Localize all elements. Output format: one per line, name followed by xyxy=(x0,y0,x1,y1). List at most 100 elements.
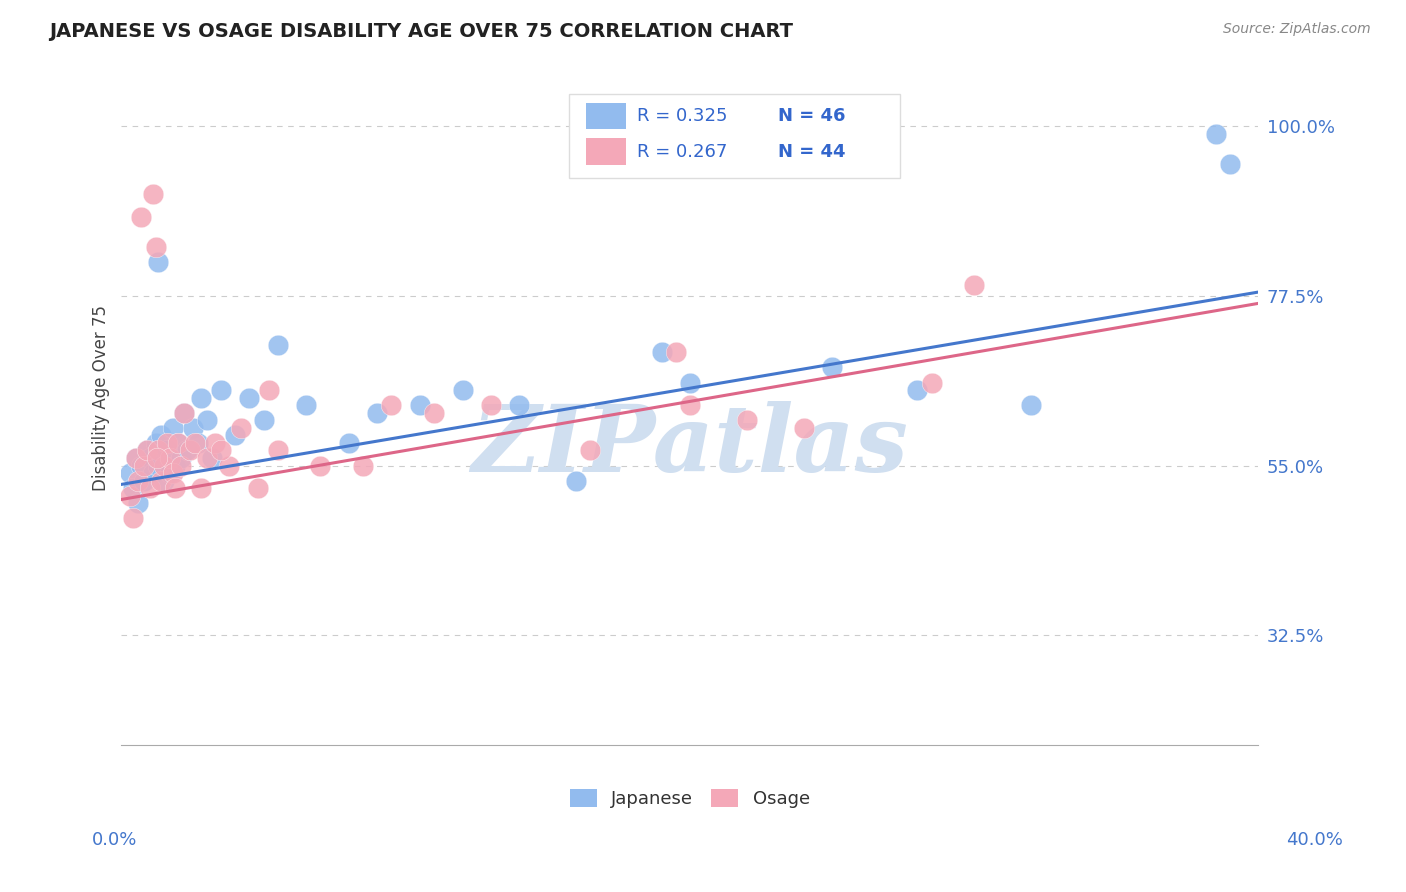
Point xyxy=(1205,127,1227,141)
Point xyxy=(170,458,193,473)
Point xyxy=(121,481,143,495)
Point xyxy=(142,186,165,201)
Point xyxy=(184,436,207,450)
Point xyxy=(259,383,281,397)
Point xyxy=(173,406,195,420)
Text: R = 0.325: R = 0.325 xyxy=(637,107,727,125)
Point xyxy=(148,443,170,458)
Point xyxy=(190,481,212,495)
Point xyxy=(229,421,252,435)
Point xyxy=(1219,157,1241,171)
Point xyxy=(1019,398,1042,412)
Point xyxy=(136,443,159,458)
Point xyxy=(246,481,269,495)
Point xyxy=(252,413,274,427)
Text: N = 46: N = 46 xyxy=(778,107,845,125)
Point xyxy=(579,443,602,458)
Point xyxy=(267,338,290,352)
Point xyxy=(139,450,162,465)
Point xyxy=(145,240,167,254)
Point xyxy=(162,466,184,480)
Point xyxy=(156,443,179,458)
Point xyxy=(148,255,170,269)
Point xyxy=(146,450,169,465)
Point xyxy=(124,450,146,465)
Point xyxy=(650,345,672,359)
Point xyxy=(195,450,218,465)
Point xyxy=(337,436,360,450)
Point xyxy=(380,398,402,412)
Point xyxy=(218,458,240,473)
Point xyxy=(921,376,943,390)
Point xyxy=(159,450,181,465)
Point xyxy=(187,436,209,450)
Point xyxy=(162,421,184,435)
Text: JAPANESE VS OSAGE DISABILITY AGE OVER 75 CORRELATION CHART: JAPANESE VS OSAGE DISABILITY AGE OVER 75… xyxy=(49,22,793,41)
Point xyxy=(793,421,815,435)
Point xyxy=(201,450,224,465)
Point xyxy=(165,481,187,495)
Point xyxy=(134,458,156,473)
Point xyxy=(195,413,218,427)
Point xyxy=(238,391,260,405)
Point xyxy=(167,436,190,450)
Text: 40.0%: 40.0% xyxy=(1286,831,1343,849)
Point xyxy=(309,458,332,473)
Point xyxy=(176,443,198,458)
Point xyxy=(165,458,187,473)
Text: Source: ZipAtlas.com: Source: ZipAtlas.com xyxy=(1223,22,1371,37)
Point xyxy=(136,443,159,458)
Point xyxy=(153,474,176,488)
Point xyxy=(159,466,181,480)
Legend: Japanese, Osage: Japanese, Osage xyxy=(562,781,817,815)
Point xyxy=(118,466,141,480)
Point xyxy=(508,398,530,412)
Point xyxy=(267,443,290,458)
Point xyxy=(209,383,232,397)
Point xyxy=(139,481,162,495)
Point xyxy=(156,436,179,450)
Point xyxy=(118,489,141,503)
Point xyxy=(679,398,702,412)
Point xyxy=(451,383,474,397)
Point xyxy=(124,450,146,465)
Text: ZIPatlas: ZIPatlas xyxy=(471,401,908,491)
Point xyxy=(128,474,150,488)
Point xyxy=(679,376,702,390)
Point xyxy=(665,345,688,359)
Point xyxy=(352,458,374,473)
Point xyxy=(170,450,193,465)
Point xyxy=(121,511,143,525)
Point xyxy=(190,391,212,405)
Point xyxy=(224,428,246,442)
Point xyxy=(142,466,165,480)
Text: R = 0.267: R = 0.267 xyxy=(637,143,727,161)
Point xyxy=(173,406,195,420)
Point xyxy=(295,398,318,412)
Point xyxy=(145,436,167,450)
Point xyxy=(963,277,986,292)
Point xyxy=(131,210,153,224)
Point xyxy=(134,474,156,488)
Point xyxy=(128,496,150,510)
Point xyxy=(131,458,153,473)
Point xyxy=(905,383,928,397)
Y-axis label: Disability Age Over 75: Disability Age Over 75 xyxy=(93,305,110,491)
Point xyxy=(479,398,502,412)
Text: N = 44: N = 44 xyxy=(778,143,845,161)
Text: 0.0%: 0.0% xyxy=(91,831,136,849)
Point xyxy=(179,443,201,458)
Point xyxy=(204,436,226,450)
Point xyxy=(735,413,758,427)
Point xyxy=(181,421,204,435)
Point xyxy=(150,474,173,488)
Point xyxy=(821,360,844,375)
Point xyxy=(148,458,170,473)
Point xyxy=(409,398,432,412)
Point xyxy=(565,474,588,488)
Point xyxy=(366,406,388,420)
Point xyxy=(423,406,446,420)
Point xyxy=(150,428,173,442)
Point xyxy=(167,436,190,450)
Point xyxy=(153,458,176,473)
